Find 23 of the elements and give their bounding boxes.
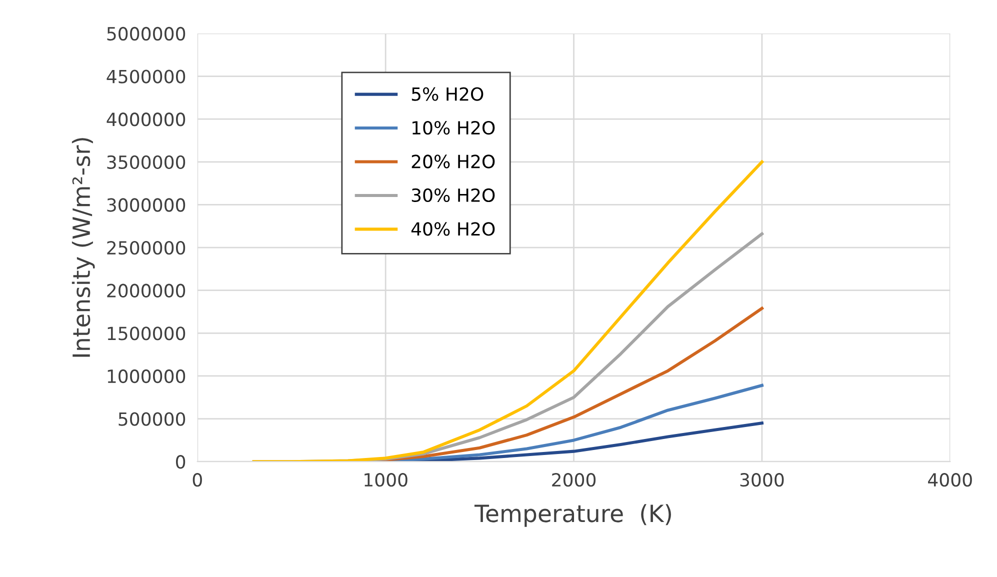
- y-tick-label: 500000: [118, 412, 186, 426]
- legend-label: 5% H2O: [412, 87, 484, 101]
- y-tick-label: 5000000: [107, 26, 186, 41]
- legend-label: 30% H2O: [412, 188, 495, 202]
- y-tick-label: 1000000: [108, 369, 186, 384]
- y-tick-label: 1500000: [108, 326, 186, 340]
- x-tick-label: 2000: [552, 473, 596, 487]
- y-tick-label: 4500000: [106, 70, 186, 84]
- y-tick-label: 0: [176, 455, 186, 469]
- legend-label: 20% H2O: [412, 154, 495, 168]
- y-tick-label: 3000000: [107, 198, 186, 212]
- y-tick-label: 3500000: [107, 155, 186, 170]
- x-axis-title: Temperature (K): [474, 504, 671, 527]
- y-tick-label: 2500000: [107, 240, 186, 255]
- y-axis-title: Intensity (W/m²-sr): [72, 138, 95, 357]
- x-tick-label: 0: [192, 473, 202, 487]
- x-tick-label: 3000: [740, 473, 784, 487]
- legend-label: 40% H2O: [411, 222, 495, 236]
- legend-label: 10% H2O: [412, 120, 495, 135]
- x-tick-label: 4000: [928, 473, 972, 487]
- x-tick-label: 1000: [364, 473, 408, 487]
- y-tick-label: 4000000: [106, 112, 186, 126]
- y-tick-label: 2000000: [107, 284, 186, 298]
